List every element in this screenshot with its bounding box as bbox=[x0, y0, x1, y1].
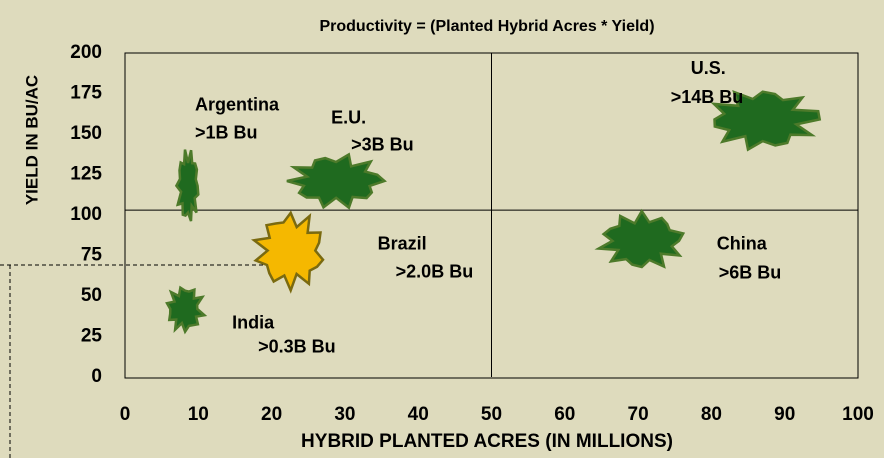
y-tick-label: 175 bbox=[70, 83, 102, 104]
country-shape bbox=[251, 210, 325, 294]
y-tick-label: 75 bbox=[81, 245, 103, 266]
country-label: India bbox=[232, 313, 275, 333]
x-tick-label: 90 bbox=[774, 404, 795, 425]
x-tick-label: 40 bbox=[408, 404, 429, 425]
x-tick-label: 0 bbox=[120, 404, 131, 425]
y-tick-label: 50 bbox=[81, 285, 102, 306]
x-tick-label: 80 bbox=[701, 404, 722, 425]
country-shape bbox=[174, 149, 200, 222]
y-tick-label: 0 bbox=[91, 366, 102, 387]
country-label: Argentina bbox=[195, 95, 280, 115]
country-note: >0.3B Bu bbox=[258, 337, 336, 357]
y-tick-label: 125 bbox=[70, 164, 102, 185]
country-shape bbox=[165, 285, 208, 335]
country-note: >1B Bu bbox=[195, 123, 258, 143]
x-tick-label: 70 bbox=[628, 404, 649, 425]
country-shape bbox=[594, 208, 686, 269]
country-label: E.U. bbox=[331, 108, 366, 128]
x-tick-label: 20 bbox=[261, 404, 282, 425]
country-shape bbox=[286, 152, 387, 210]
y-axis-label: YIELD IN BU/AC bbox=[22, 75, 41, 205]
country-note: >2.0B Bu bbox=[396, 261, 474, 281]
y-tick-label: 25 bbox=[81, 326, 103, 347]
country-note: >3B Bu bbox=[351, 135, 414, 155]
country-note: >6B Bu bbox=[719, 263, 782, 283]
x-tick-label: 60 bbox=[554, 404, 575, 425]
x-tick-label: 100 bbox=[842, 404, 874, 425]
country-note: >14B Bu bbox=[671, 87, 744, 107]
y-tick-label: 100 bbox=[70, 204, 102, 225]
country-label: U.S. bbox=[691, 58, 726, 78]
x-tick-label: 10 bbox=[188, 404, 209, 425]
country-label: Brazil bbox=[378, 233, 427, 253]
x-axis-label: HYBRID PLANTED ACRES (IN MILLIONS) bbox=[301, 431, 673, 452]
country-shape bbox=[710, 89, 822, 152]
y-tick-label: 150 bbox=[70, 123, 102, 144]
country-label: China bbox=[717, 234, 768, 254]
x-tick-label: 30 bbox=[334, 404, 355, 425]
x-tick-label: 50 bbox=[481, 404, 502, 425]
chart-title: Productivity = (Planted Hybrid Acres * Y… bbox=[319, 18, 654, 35]
y-tick-label: 200 bbox=[70, 42, 102, 63]
